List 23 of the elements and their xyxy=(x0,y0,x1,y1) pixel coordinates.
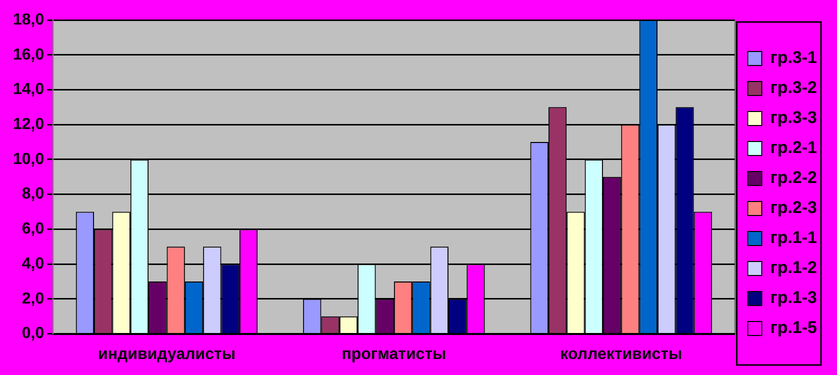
legend-label: гр.2-3 xyxy=(770,198,818,218)
legend-label: гр.2-1 xyxy=(770,138,818,158)
y-tick-label: 8,0 xyxy=(22,186,44,203)
x-tick-label: прогматисты xyxy=(342,346,446,363)
legend-label: гр.3-3 xyxy=(770,108,818,128)
y-tick-label: 4,0 xyxy=(22,255,44,272)
legend-label: гр.2-2 xyxy=(770,168,818,188)
y-tick-label: 10,0 xyxy=(13,150,44,168)
x-tick-label: индивидуалисты xyxy=(98,346,236,363)
x-tick-label: коллективисты xyxy=(560,346,682,363)
legend-label: гр.1-2 xyxy=(770,258,818,278)
legend-label: гр.3-2 xyxy=(770,78,818,98)
legend-label: гр.1-3 xyxy=(770,288,818,308)
y-tick-label: 2,0 xyxy=(22,290,44,308)
legend-label: гр.1-5 xyxy=(770,318,818,338)
y-tick-label: 12,0 xyxy=(13,116,44,134)
y-tick-label: 0,0 xyxy=(22,325,44,342)
legend-label: гр.3-1 xyxy=(770,48,818,68)
y-tick-label: 14,0 xyxy=(13,81,44,98)
y-tick-label: 16,0 xyxy=(13,46,44,64)
legend-label: гр.1-1 xyxy=(770,228,818,248)
y-tick-label: 18,0 xyxy=(13,11,44,28)
y-tick-label: 6,0 xyxy=(22,220,44,238)
